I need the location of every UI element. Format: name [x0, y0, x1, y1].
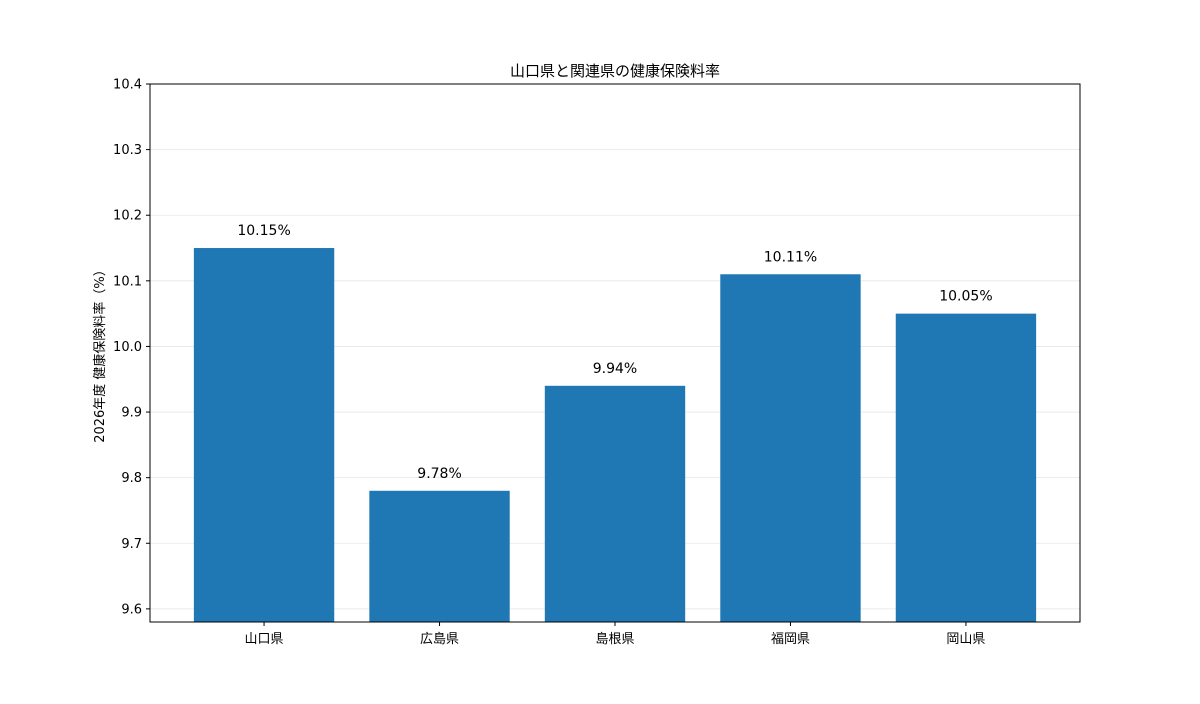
y-axis-title: 2026年度 健康保険料率（%） — [92, 263, 108, 443]
y-tick-label: 10.1 — [113, 274, 142, 289]
y-tick-label: 10.3 — [113, 143, 142, 158]
y-tick-label: 9.9 — [121, 406, 142, 421]
bar-value-label: 9.78% — [417, 466, 461, 482]
y-tick-label: 10.2 — [113, 209, 142, 224]
bars — [193, 248, 1037, 622]
x-tick-label: 山口県 — [245, 632, 284, 647]
y-tick-label: 10.4 — [113, 78, 142, 93]
bar — [895, 313, 1037, 622]
x-tick-label: 岡山県 — [946, 632, 985, 647]
y-tick-label: 9.6 — [121, 602, 142, 617]
bar-value-label: 10.11% — [764, 249, 817, 265]
bar — [369, 490, 510, 622]
bar — [720, 274, 861, 622]
y-tick-label: 10.0 — [113, 340, 142, 355]
bar-value-label: 10.15% — [237, 223, 290, 239]
chart-title: 山口県と関連県の健康保険料率 — [510, 62, 720, 80]
bar — [193, 248, 335, 622]
x-tick-label: 福岡県 — [771, 632, 810, 647]
bar-value-label: 10.05% — [939, 289, 992, 305]
x-axis-ticks: 山口県 広島県 島根県 福岡県 岡山県 — [245, 622, 985, 647]
y-axis-ticks: 9.6 9.7 9.8 9.9 10.0 10.1 10.2 10.3 10.4 — [113, 78, 150, 617]
y-tick-label: 9.8 — [121, 471, 142, 486]
bar-value-label: 9.94% — [593, 361, 637, 377]
x-tick-label: 広島県 — [420, 632, 459, 647]
x-tick-label: 島根県 — [595, 632, 634, 647]
bar-value-labels: 10.15% 9.78% 9.94% 10.11% 10.05% — [237, 223, 992, 482]
y-tick-label: 9.7 — [121, 537, 142, 552]
bar — [544, 385, 686, 622]
